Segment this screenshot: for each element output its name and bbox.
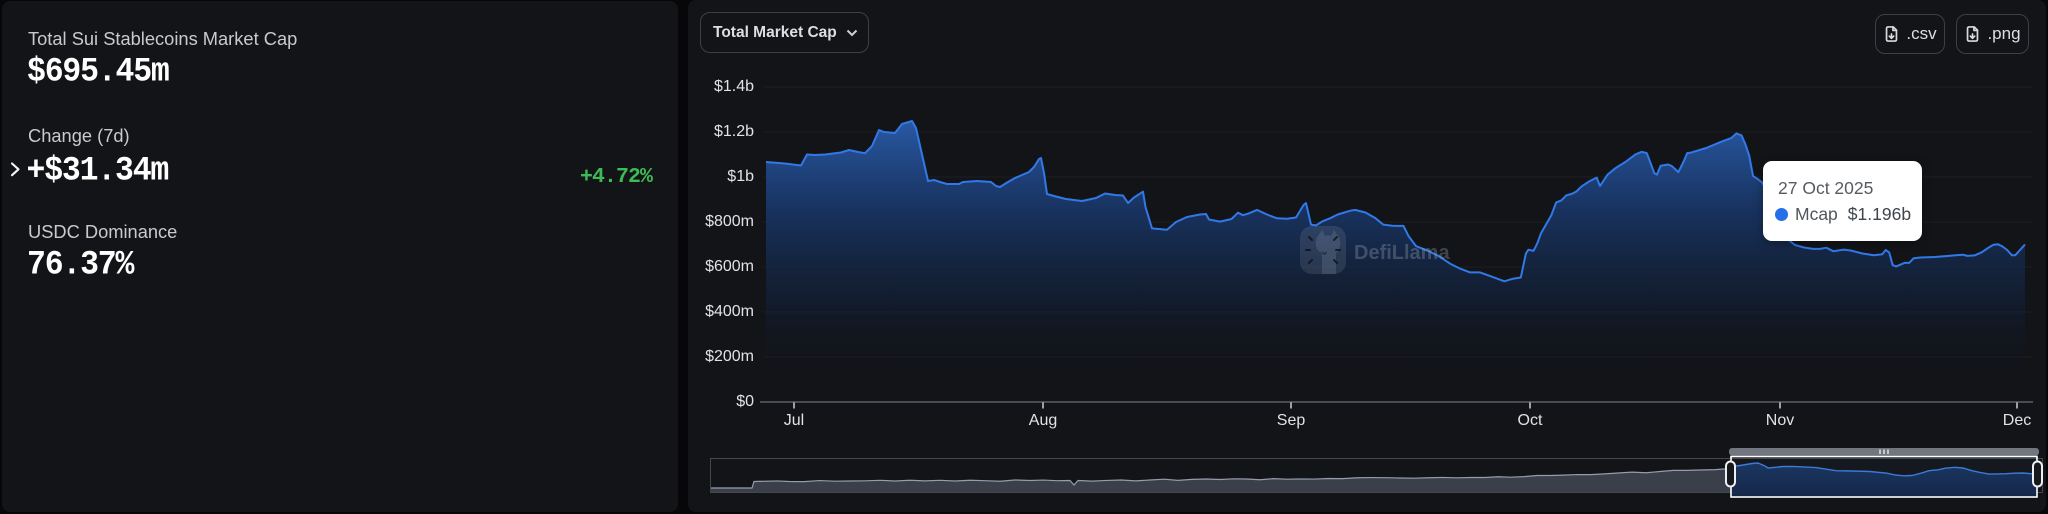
svg-text:DefiLlama: DefiLlama bbox=[1354, 242, 1450, 264]
